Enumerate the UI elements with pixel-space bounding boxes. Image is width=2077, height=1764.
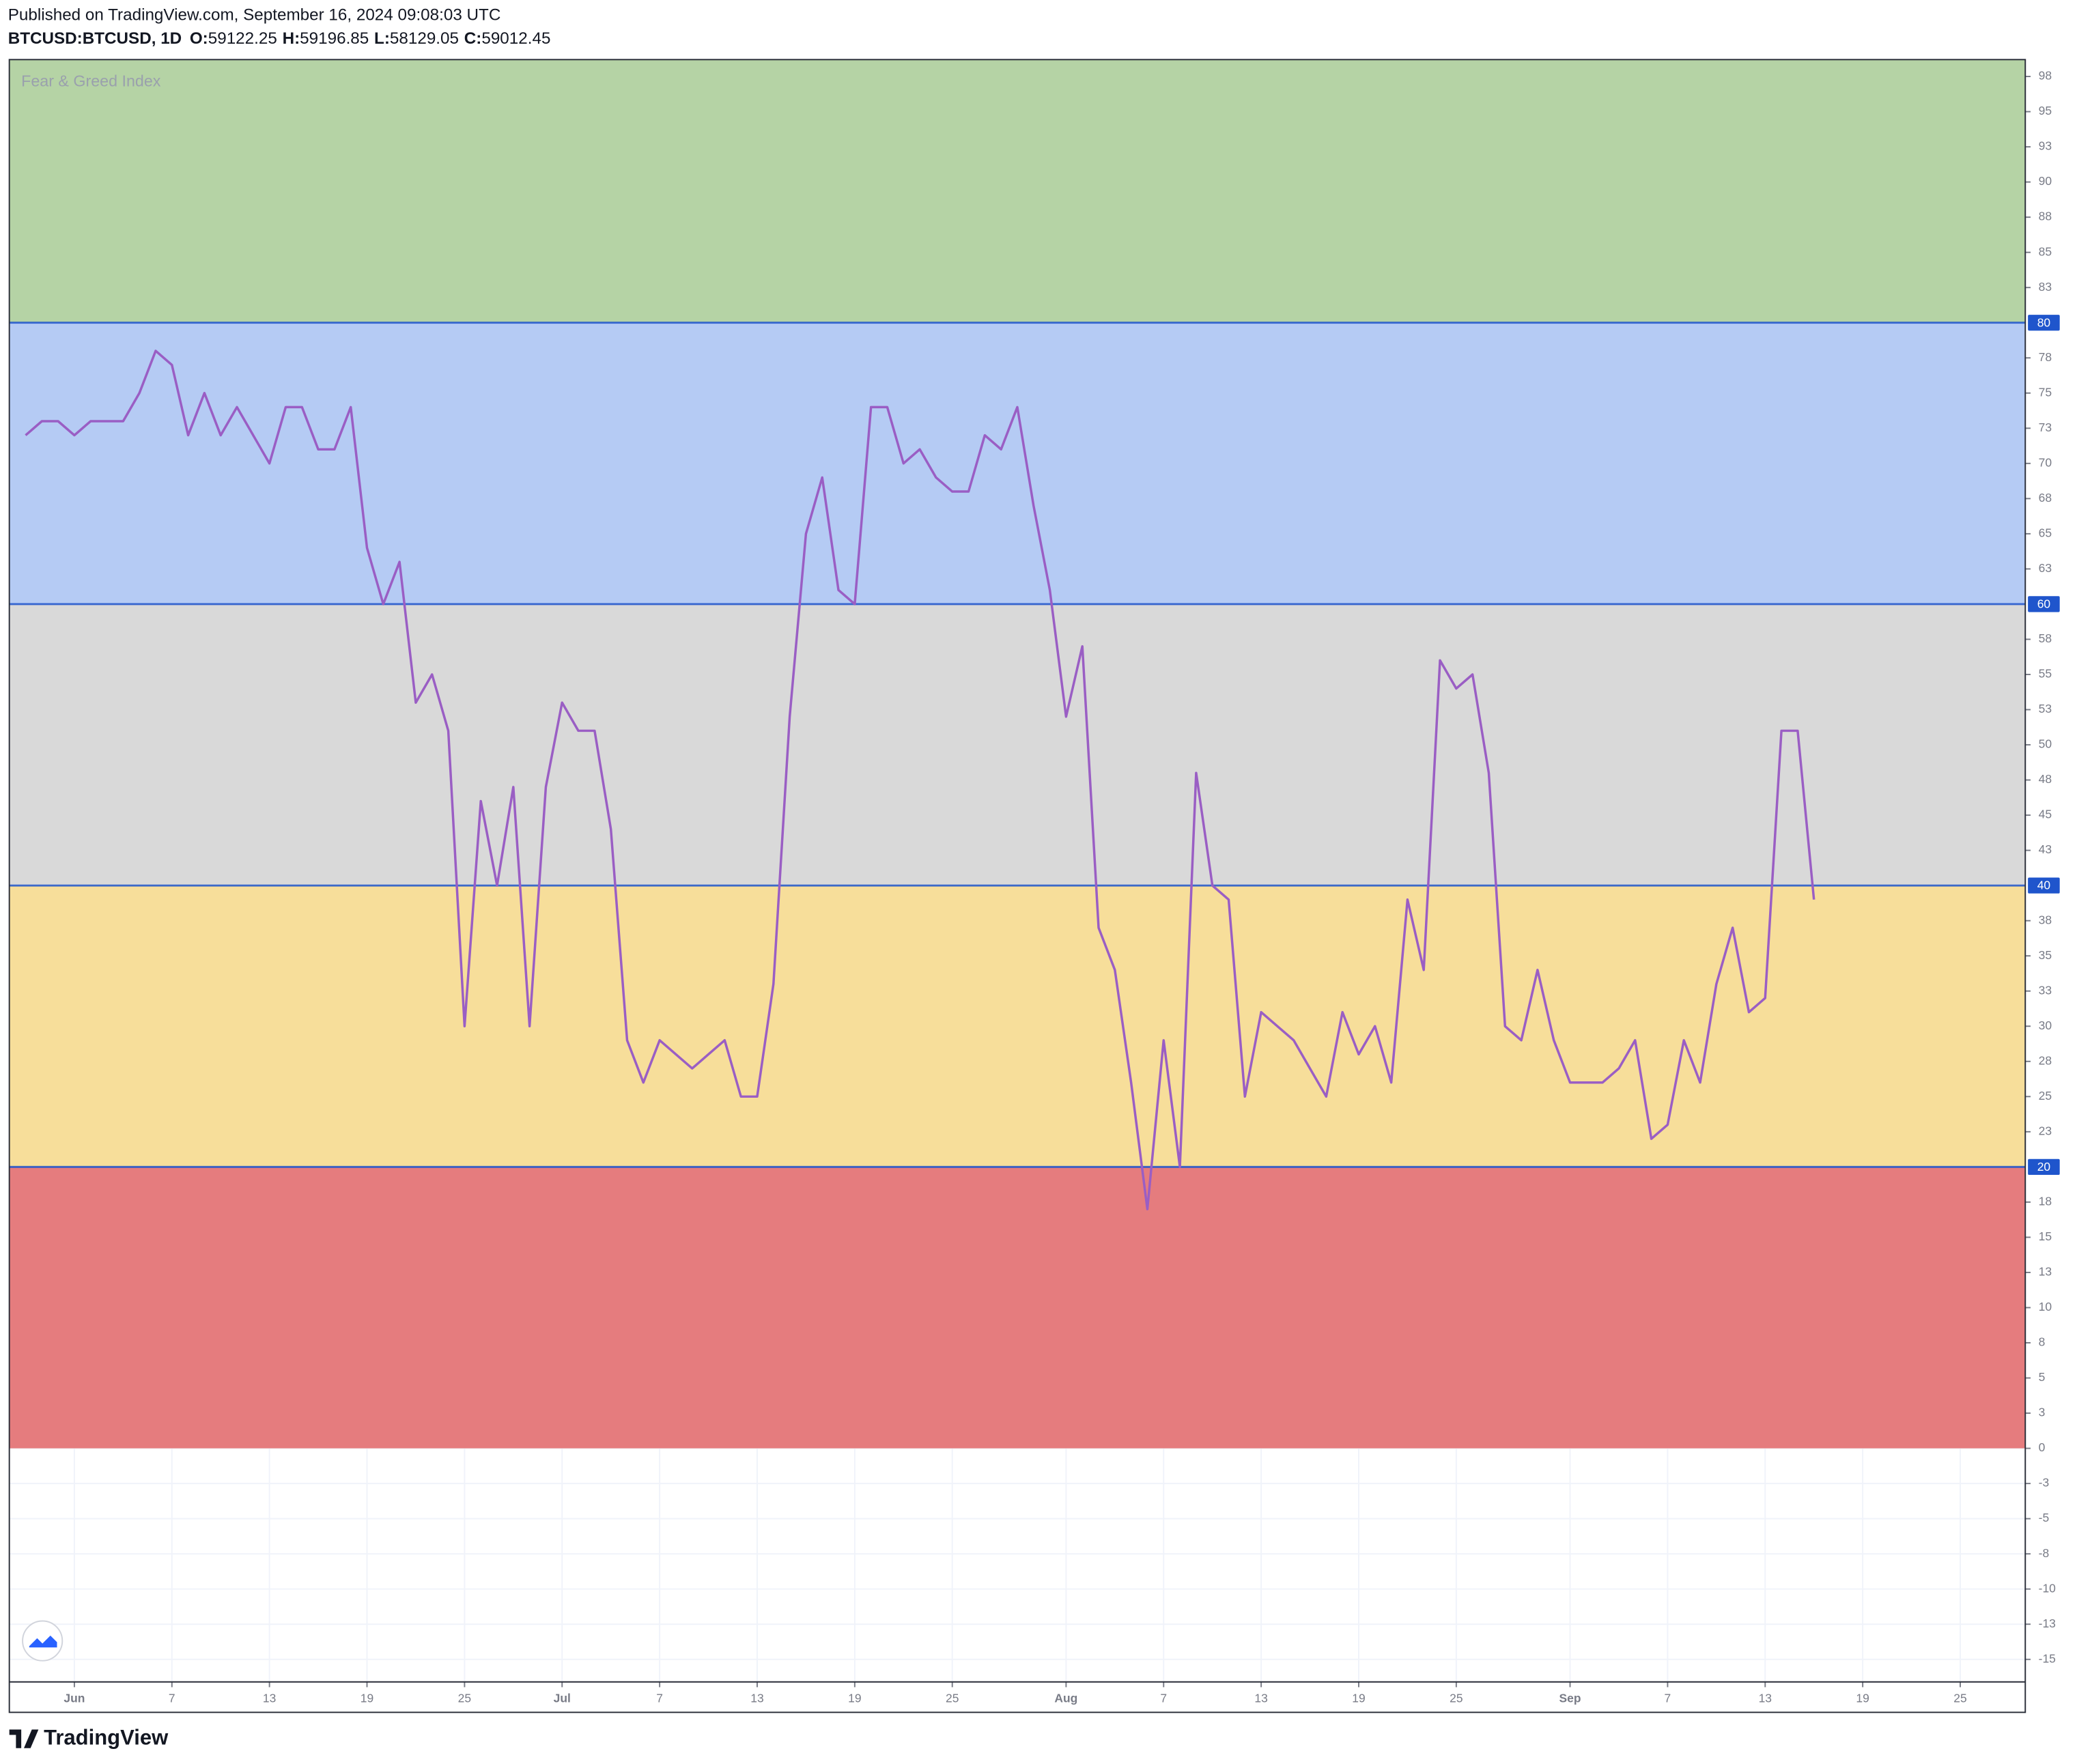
y-tick-label: -15 bbox=[2039, 1651, 2056, 1665]
x-tick-label: 13 bbox=[263, 1692, 276, 1705]
chart-frame bbox=[8, 59, 2026, 1713]
y-tick-label: 98 bbox=[2039, 69, 2052, 83]
x-tick-label: 13 bbox=[1759, 1692, 1772, 1705]
footer-logo: TradingView bbox=[9, 1725, 169, 1749]
y-tick-label: 78 bbox=[2039, 350, 2052, 364]
y-tick-label: 58 bbox=[2039, 631, 2052, 645]
ohlc-label: L: bbox=[374, 30, 390, 48]
ohlc-label: O: bbox=[190, 30, 208, 48]
x-tick-label: 25 bbox=[1953, 1692, 1966, 1705]
ohlc-label: H: bbox=[283, 30, 300, 48]
level-badge bbox=[2028, 877, 2060, 894]
zone-band bbox=[9, 603, 2026, 886]
ohlc-value: 59012.45 bbox=[481, 30, 550, 48]
y-tick-label: 23 bbox=[2039, 1124, 2052, 1137]
y-tick-label: 73 bbox=[2039, 421, 2052, 434]
x-tick-label: 19 bbox=[848, 1692, 861, 1705]
x-tick-label: 19 bbox=[1352, 1692, 1365, 1705]
y-tick-label: -10 bbox=[2039, 1581, 2057, 1595]
level-label: 80 bbox=[2037, 315, 2051, 329]
x-tick-label: 7 bbox=[656, 1692, 663, 1705]
y-tick-label: 65 bbox=[2039, 526, 2052, 539]
y-tick-label: 8 bbox=[2039, 1335, 2046, 1349]
x-tick-label: 25 bbox=[946, 1692, 959, 1705]
plot-area: Fear & Greed Index 9895939088858378757370… bbox=[9, 59, 2060, 1705]
x-tick-label: 7 bbox=[1160, 1692, 1167, 1705]
zone-band bbox=[9, 322, 2026, 604]
symbol-info: BTCUSD:BTCUSD, 1D O:59122.25 H:59196.85 L:5… bbox=[8, 30, 551, 48]
y-tick-label: 25 bbox=[2039, 1089, 2052, 1102]
level-badge bbox=[2028, 596, 2060, 612]
tv-badge[interactable] bbox=[22, 1620, 63, 1662]
y-tick-label: 55 bbox=[2039, 667, 2052, 681]
x-tick-label: Jul bbox=[554, 1692, 571, 1705]
x-tick-label: 25 bbox=[458, 1692, 471, 1705]
y-tick-label: 68 bbox=[2039, 491, 2052, 504]
plot-clip bbox=[9, 59, 2026, 1682]
ohlc-label: C: bbox=[464, 30, 482, 48]
y-tick-label: 45 bbox=[2039, 808, 2052, 821]
y-tick-label: -5 bbox=[2039, 1511, 2050, 1524]
y-tick-label: 33 bbox=[2039, 983, 2052, 997]
badge-circle[interactable] bbox=[22, 1620, 63, 1662]
x-tick-label: 7 bbox=[1665, 1692, 1671, 1705]
x-tick-label: 19 bbox=[1856, 1692, 1869, 1705]
y-tick-label: 70 bbox=[2039, 455, 2052, 469]
x-tick-label: 7 bbox=[169, 1692, 175, 1705]
level-badge bbox=[2028, 1158, 2060, 1176]
y-tick-label: 10 bbox=[2039, 1300, 2052, 1313]
y-tick-label: 18 bbox=[2039, 1195, 2052, 1208]
ohlc-value: 59196.85 bbox=[300, 30, 369, 48]
y-tick-label: 95 bbox=[2039, 104, 2052, 117]
symbol: BTCUSD:BTCUSD, 1D bbox=[8, 30, 182, 48]
zone-band bbox=[9, 885, 2026, 1167]
y-tick-label: 50 bbox=[2039, 737, 2052, 751]
index-line bbox=[25, 350, 1815, 1210]
badge-icon bbox=[29, 1635, 57, 1648]
ohlc-value: 59122.25 bbox=[208, 30, 277, 48]
x-tick-label: 19 bbox=[361, 1692, 373, 1705]
zone-band bbox=[9, 1167, 2026, 1449]
indicator-name: Fear & Greed Index bbox=[21, 72, 161, 89]
level-label: 60 bbox=[2037, 597, 2051, 611]
y-tick-label: 90 bbox=[2039, 174, 2052, 188]
y-tick-label: 83 bbox=[2039, 280, 2052, 294]
level-badge bbox=[2028, 315, 2060, 331]
x-tick-label: 13 bbox=[1254, 1692, 1267, 1705]
y-tick-label: 30 bbox=[2039, 1019, 2052, 1032]
x-tick-label: 25 bbox=[1450, 1692, 1463, 1705]
y-tick-label: 3 bbox=[2039, 1406, 2046, 1419]
x-tick-label: Jun bbox=[63, 1692, 85, 1705]
x-tick-label: Aug bbox=[1054, 1692, 1077, 1705]
y-tick-label: -3 bbox=[2039, 1476, 2050, 1490]
x-tick-label: 13 bbox=[750, 1692, 763, 1705]
y-tick-label: 93 bbox=[2039, 139, 2052, 153]
y-tick-label: 75 bbox=[2039, 385, 2052, 399]
y-tick-label: 0 bbox=[2039, 1440, 2046, 1454]
publish-info: Published on TradingView.com, September … bbox=[8, 6, 501, 25]
y-tick-label: 15 bbox=[2039, 1229, 2052, 1243]
y-tick-label: 48 bbox=[2039, 772, 2052, 786]
level-label: 20 bbox=[2037, 1160, 2051, 1173]
y-tick-label: 28 bbox=[2039, 1053, 2052, 1067]
y-tick-label: 53 bbox=[2039, 702, 2052, 715]
brand: TradingView bbox=[44, 1725, 169, 1749]
x-tick-label: Sep bbox=[1559, 1692, 1581, 1705]
ohlc-value: 58129.05 bbox=[390, 30, 459, 48]
y-tick-label: 5 bbox=[2039, 1370, 2046, 1384]
y-tick-label: 13 bbox=[2039, 1265, 2052, 1279]
level-label: 40 bbox=[2037, 879, 2051, 892]
zone-band bbox=[9, 59, 2026, 323]
y-tick-label: 63 bbox=[2039, 561, 2052, 575]
y-tick-label: 85 bbox=[2039, 244, 2052, 258]
y-tick-label: -8 bbox=[2039, 1546, 2050, 1560]
y-tick-label: -13 bbox=[2039, 1617, 2056, 1630]
y-tick-label: 35 bbox=[2039, 948, 2052, 962]
y-tick-label: 38 bbox=[2039, 913, 2052, 926]
y-tick-label: 43 bbox=[2039, 842, 2052, 856]
logo-mark bbox=[9, 1729, 39, 1748]
y-tick-label: 88 bbox=[2039, 210, 2052, 223]
